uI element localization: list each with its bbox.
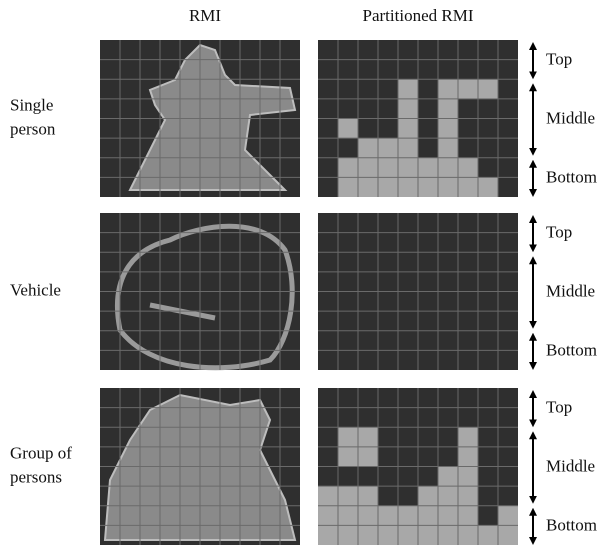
- occupied-cell: [358, 427, 378, 447]
- occupied-cell: [418, 506, 438, 526]
- occupied-cell: [398, 119, 418, 139]
- occupied-cell: [398, 79, 418, 99]
- occupied-cell: [358, 158, 378, 178]
- occupied-cell: [318, 486, 338, 506]
- occupied-cell: [318, 506, 338, 526]
- occupied-cell: [438, 177, 458, 197]
- occupied-cell: [378, 525, 398, 545]
- occupied-cell: [458, 506, 478, 526]
- occupied-cell: [438, 119, 458, 139]
- occupied-cell: [438, 467, 458, 487]
- zone-label: Middle: [546, 108, 595, 127]
- row-label: Group of: [10, 443, 72, 462]
- row-label: Single: [10, 95, 53, 114]
- occupied-cell: [418, 177, 438, 197]
- occupied-cell: [398, 138, 418, 158]
- occupied-cell: [418, 158, 438, 178]
- row-label: persons: [10, 467, 62, 486]
- occupied-cell: [378, 506, 398, 526]
- occupied-cell: [458, 79, 478, 99]
- zone-label: Top: [546, 223, 572, 242]
- occupied-cell: [458, 447, 478, 467]
- occupied-cell: [398, 177, 418, 197]
- zone-label: Top: [546, 398, 572, 417]
- occupied-cell: [338, 525, 358, 545]
- occupied-cell: [458, 427, 478, 447]
- zone-label: Bottom: [546, 515, 597, 534]
- occupied-cell: [458, 467, 478, 487]
- occupied-cell: [338, 447, 358, 467]
- occupied-cell: [438, 525, 458, 545]
- zone-label: Bottom: [546, 340, 597, 359]
- occupied-cell: [398, 525, 418, 545]
- zone-label: Middle: [546, 281, 595, 300]
- occupied-cell: [378, 177, 398, 197]
- occupied-cell: [478, 177, 498, 197]
- occupied-cell: [438, 158, 458, 178]
- row-label: Vehicle: [10, 280, 61, 299]
- occupied-cell: [418, 525, 438, 545]
- panels: [100, 40, 518, 545]
- zone-label: Middle: [546, 456, 595, 475]
- occupied-cell: [338, 158, 358, 178]
- figure: RMI Partitioned RMI Single person Top Middl…: [0, 0, 614, 550]
- occupied-cell: [338, 119, 358, 139]
- occupied-cell: [398, 99, 418, 119]
- occupied-cell: [318, 525, 338, 545]
- column-header: RMI: [189, 6, 221, 25]
- occupied-cell: [398, 506, 418, 526]
- occupied-cell: [438, 99, 458, 119]
- occupied-cell: [338, 506, 358, 526]
- occupied-cell: [358, 177, 378, 197]
- column-header: Partitioned RMI: [363, 6, 474, 25]
- occupied-cell: [358, 506, 378, 526]
- row-label: person: [10, 119, 56, 138]
- occupied-cell: [458, 158, 478, 178]
- occupied-cell: [338, 486, 358, 506]
- occupied-cell: [478, 79, 498, 99]
- occupied-cell: [398, 158, 418, 178]
- occupied-cell: [378, 158, 398, 178]
- occupied-cell: [338, 427, 358, 447]
- occupied-cell: [498, 506, 518, 526]
- occupied-cell: [438, 506, 458, 526]
- occupied-cell: [438, 79, 458, 99]
- occupied-cell: [378, 138, 398, 158]
- occupied-cell: [418, 486, 438, 506]
- occupied-cell: [458, 177, 478, 197]
- occupied-cell: [358, 447, 378, 467]
- occupied-cell: [438, 486, 458, 506]
- occupied-cell: [358, 486, 378, 506]
- occupied-cell: [438, 138, 458, 158]
- zone-label: Top: [546, 50, 572, 69]
- occupied-cell: [458, 486, 478, 506]
- occupied-cell: [478, 525, 498, 545]
- occupied-cell: [358, 525, 378, 545]
- occupied-cell: [338, 177, 358, 197]
- zone-label: Bottom: [546, 167, 597, 186]
- occupied-cell: [358, 138, 378, 158]
- occupied-cell: [498, 525, 518, 545]
- occupied-cell: [458, 525, 478, 545]
